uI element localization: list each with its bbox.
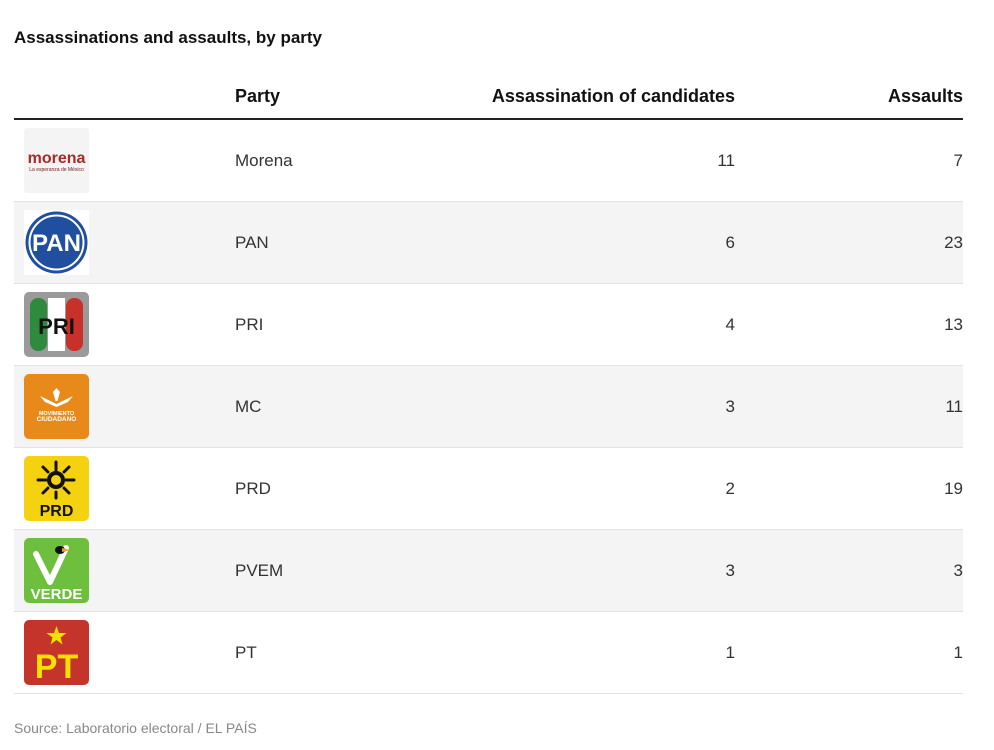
- table-row: PRI PRI 4 13: [14, 283, 963, 366]
- party-name: PT: [235, 611, 485, 694]
- party-table: Party Assassination of candidates Assaul…: [14, 74, 963, 694]
- assassinations-value: 3: [485, 365, 735, 448]
- pri-logo: PRI: [24, 292, 89, 357]
- party-name: MC: [235, 365, 485, 448]
- header-assassinations: Assassination of candidates: [485, 74, 735, 120]
- assaults-value: 3: [735, 529, 963, 612]
- assassinations-value: 4: [485, 283, 735, 366]
- party-name: PRI: [235, 283, 485, 366]
- svg-text:PAN: PAN: [32, 230, 81, 257]
- prd-logo: PRD: [24, 456, 89, 521]
- pvem-logo: VERDE: [24, 538, 89, 603]
- mc-logo: MOVIMIENTO CIUDADANO: [24, 374, 89, 439]
- chart-title: Assassinations and assaults, by party: [14, 28, 323, 47]
- svg-text:La esperanza de México: La esperanza de México: [29, 167, 84, 173]
- assaults-value: 19: [735, 447, 963, 530]
- svg-text:CIUDADANO: CIUDADANO: [37, 416, 77, 423]
- svg-text:PRI: PRI: [38, 314, 75, 339]
- table-header-row: Party Assassination of candidates Assaul…: [14, 74, 963, 120]
- party-name: Morena: [235, 119, 485, 202]
- table-row: PAN PAN 6 23: [14, 201, 963, 284]
- svg-text:MOVIMIENTO: MOVIMIENTO: [39, 411, 75, 417]
- assassinations-value: 3: [485, 529, 735, 612]
- table-row: MOVIMIENTO CIUDADANO MC 3 11: [14, 365, 963, 448]
- assassinations-value: 6: [485, 201, 735, 284]
- table-row: VERDE PVEM 3 3: [14, 529, 963, 612]
- header-assaults: Assaults: [735, 74, 963, 120]
- assaults-value: 23: [735, 201, 963, 284]
- pan-logo: PAN: [24, 210, 89, 275]
- header-logo: [14, 74, 235, 120]
- morena-logo: morena La esperanza de México: [24, 128, 89, 193]
- assassinations-value: 11: [485, 119, 735, 202]
- assassinations-value: 2: [485, 447, 735, 530]
- svg-text:PRD: PRD: [40, 503, 74, 520]
- party-name: PRD: [235, 447, 485, 530]
- pt-logo: PT: [24, 620, 89, 685]
- assaults-value: 1: [735, 611, 963, 694]
- assaults-value: 7: [735, 119, 963, 202]
- party-name: PVEM: [235, 529, 485, 612]
- header-party: Party: [235, 74, 485, 120]
- table-row: morena La esperanza de México Morena 11 …: [14, 119, 963, 202]
- table-row: PT PT 1 1: [14, 611, 963, 694]
- svg-text:morena: morena: [28, 150, 86, 167]
- table-row: PRD PRD 2 19: [14, 447, 963, 530]
- assaults-value: 11: [735, 365, 963, 448]
- party-name: PAN: [235, 201, 485, 284]
- assassinations-value: 1: [485, 611, 735, 694]
- svg-text:PT: PT: [35, 648, 79, 685]
- source-note: Source: Laboratorio electoral / EL PAÍS: [14, 720, 257, 736]
- assaults-value: 13: [735, 283, 963, 366]
- svg-text:VERDE: VERDE: [31, 586, 83, 603]
